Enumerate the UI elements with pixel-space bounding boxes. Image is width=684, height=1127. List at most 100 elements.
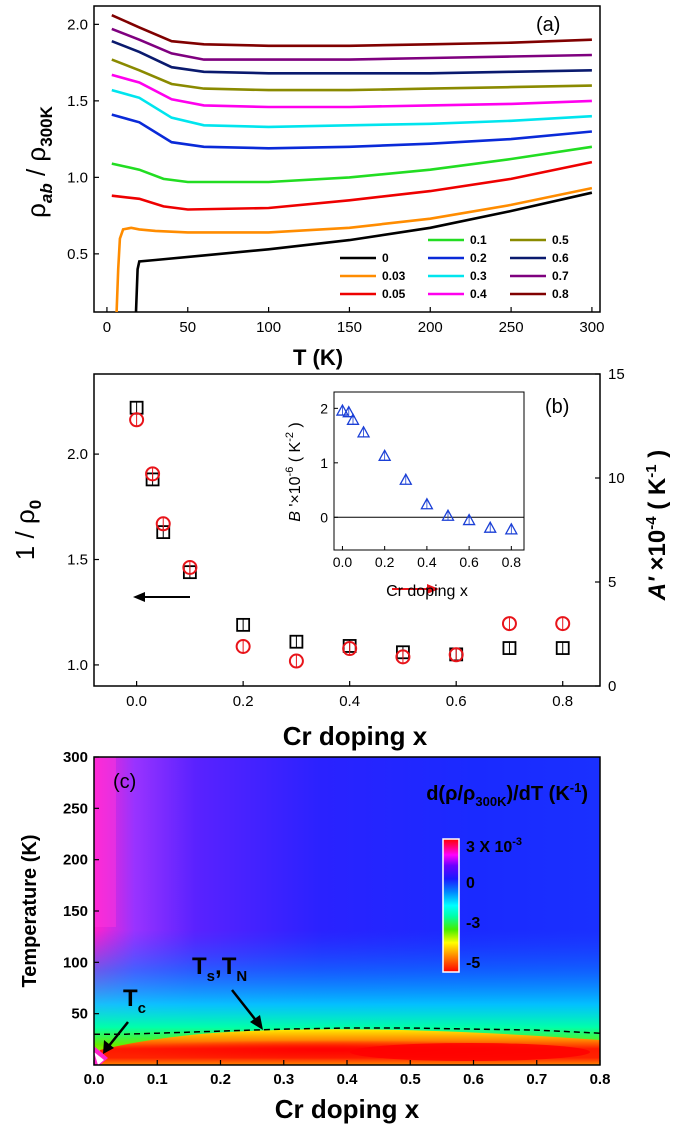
triangle-marker: [462, 513, 476, 526]
y-tick-label: 0.5: [67, 246, 88, 263]
panel-c-heatmap: 0.0 0.1 0.2 0.3 0.4 0.5 0.6 0.7 0.8 50 100 150 200 25…: [19, 749, 610, 1124]
panel-a-label: (a): [536, 14, 560, 36]
circle-marker: [448, 647, 464, 663]
x-tick-label: 150: [337, 319, 362, 336]
circle-marker: [155, 516, 171, 532]
y-tick-label: 2.0: [67, 16, 88, 33]
right-axis-arrow: [392, 584, 439, 594]
legend-label-0.03: 0.03: [382, 269, 406, 283]
series-line-0.7: [111, 27, 592, 61]
x-tick-label: 0.2: [210, 1071, 231, 1088]
panel-b-plot-frame: [93, 373, 601, 687]
circle-marker: [288, 653, 304, 669]
legend-label-0.6: 0.6: [552, 251, 569, 265]
legend-label-0.05: 0.05: [382, 287, 406, 301]
circle-marker: [235, 638, 251, 654]
triangle-marker: [356, 425, 371, 438]
panel-c-ylabel: Temperature (K): [19, 835, 41, 988]
inset-x-tick-label: 0.4: [417, 554, 437, 570]
x-tick-label: 0.1: [147, 1071, 168, 1088]
circle-marker: [145, 466, 161, 482]
series-line-0.2: [111, 113, 593, 150]
x-tick-label: 0.4: [339, 693, 360, 710]
x-tick-label: 100: [256, 319, 281, 336]
panel-a-xlabel: T (K): [293, 345, 343, 370]
y-tick-label: 100: [63, 954, 88, 971]
colorbar-label-minus3: -3: [466, 915, 480, 932]
square-marker: [289, 634, 304, 649]
circle-marker: [182, 559, 198, 575]
x-tick-label: 250: [499, 319, 524, 336]
series-line-0: [134, 191, 593, 313]
y-right-tick-label: 0: [608, 678, 616, 695]
svg-text:Tc: Tc: [123, 985, 146, 1017]
panel-a-plot-frame: [93, 5, 601, 313]
triangle-marker: [504, 522, 518, 535]
square-marker: [129, 400, 144, 415]
x-tick-label: 0.7: [526, 1071, 547, 1088]
x-tick-label: 300: [579, 319, 604, 336]
triangle-marker: [378, 448, 392, 461]
inset-points: [335, 403, 518, 535]
triangle-marker: [342, 405, 356, 418]
inset-y-tick-label: 2: [320, 400, 328, 416]
inset-xlabel: Cr doping x: [386, 583, 468, 600]
x-tick-label: 0.6: [463, 1071, 484, 1088]
panel-a-ticks: 0 50 100 150 200 250 300 0.5 1.0 1.5 2.0: [67, 16, 604, 336]
series-line-0.03: [115, 186, 593, 313]
inset-x-tick-label: 0.0: [333, 554, 353, 570]
inset-x-tick-label: 0.2: [375, 554, 395, 570]
series-line-0.3: [111, 88, 592, 129]
triangle-marker: [420, 497, 434, 510]
y-right-tick-label: 15: [608, 366, 625, 383]
square-marker: [502, 641, 517, 655]
x-tick-label: 0.8: [552, 693, 573, 710]
colorbar-gradient: [442, 838, 460, 973]
legend-label-0.4: 0.4: [470, 287, 487, 301]
panel-a-series-group: [111, 14, 593, 313]
legend-label-0.7: 0.7: [552, 269, 569, 283]
x-tick-label: 0.2: [233, 693, 254, 710]
panel-a-legend: 0 0.03 0.05 0.1 0.2 0.3 0.4 0.5 0.6 0.7 0.8: [340, 233, 569, 301]
panel-c-xlabel: Cr doping x: [275, 1094, 420, 1124]
colorbar: 3 X 10-3 0 -3 -5: [442, 836, 522, 973]
tc-annotation: Tc: [103, 985, 146, 1054]
panel-a-resistivity-chart: 0 50 100 150 200 250 300 0.5 1.0 1.5 2.0 (a) T (K)…: [21, 5, 604, 370]
left-axis-arrow: [133, 592, 190, 602]
x-tick-label: 0.0: [126, 693, 147, 710]
inset-x-tick-label: 0.8: [502, 554, 522, 570]
triangle-marker: [346, 412, 360, 425]
colorbar-label-max: 3 X 10-3: [466, 836, 522, 856]
x-tick-label: 0: [103, 319, 111, 336]
inset-frame: [333, 391, 525, 551]
series-line-0.4: [111, 73, 592, 109]
y-left-tick-label: 1.5: [67, 552, 88, 569]
circle-marker: [501, 616, 517, 632]
circle-marker: [555, 616, 571, 632]
y-right-tick-label: 5: [608, 574, 616, 591]
circle-marker: [342, 641, 358, 657]
y-tick-label: 1.5: [67, 93, 88, 110]
legend-label-0.5: 0.5: [552, 233, 569, 247]
square-marker: [555, 641, 570, 655]
svg-text:Ts,TN: Ts,TN: [192, 953, 247, 985]
x-tick-label: 0.3: [273, 1071, 294, 1088]
inset-ticks: 0.0 0.2 0.4 0.6 0.8 0 1 2: [320, 400, 524, 570]
legend-label-0.8: 0.8: [552, 287, 569, 301]
square-marker: [236, 617, 251, 632]
triangle-marker: [335, 403, 350, 416]
colorbar-label-zero: 0: [466, 875, 475, 892]
inset-ylabel: B '×10-6 ( K-2 ): [284, 422, 304, 522]
triangle-marker: [399, 472, 413, 485]
panel-b-points: [129, 400, 571, 669]
inset-x-tick-label: 0.6: [459, 554, 479, 570]
triangle-marker: [483, 520, 497, 533]
panel-b-inset-chart: 0.0 0.2 0.4 0.6 0.8 0 1 2 Cr doping x B '×10-6 …: [284, 391, 525, 600]
legend-label-0.1: 0.1: [470, 233, 487, 247]
y-tick-label: 150: [63, 903, 88, 920]
panel-b-label: (b): [545, 396, 569, 418]
y-right-tick-label: 10: [608, 470, 625, 487]
